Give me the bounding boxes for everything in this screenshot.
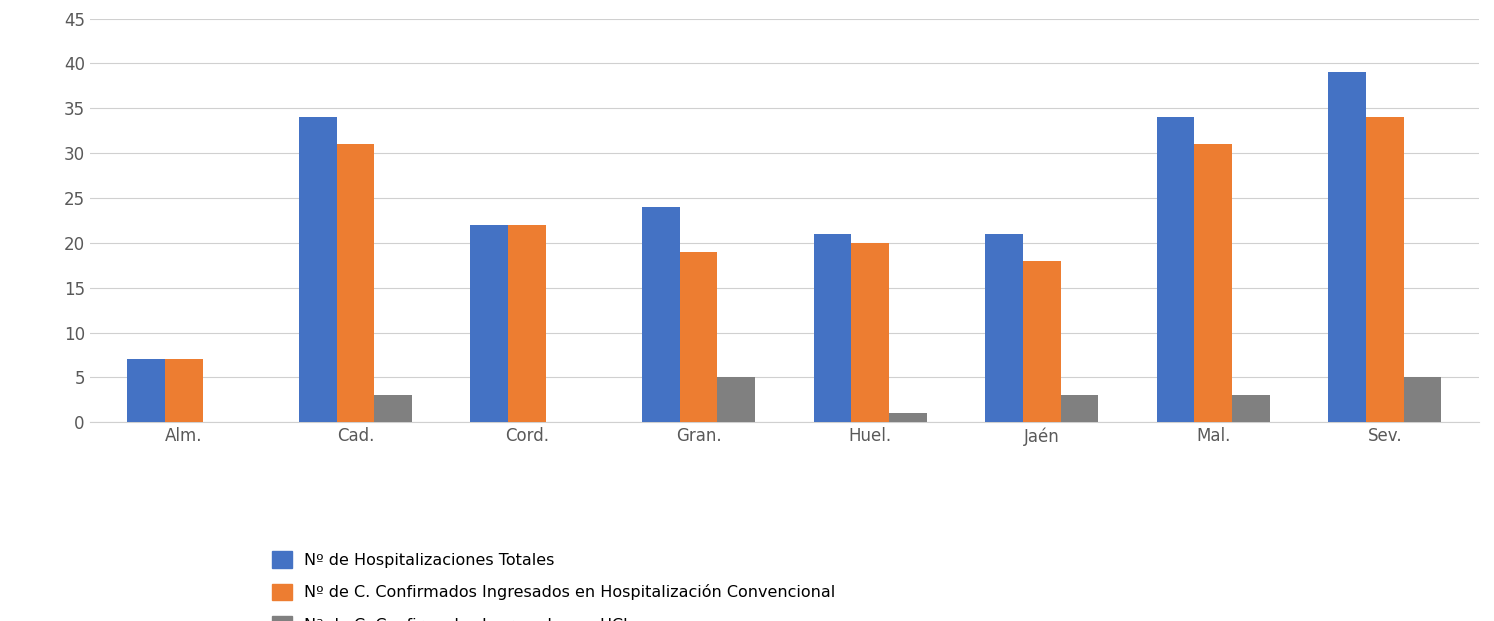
Bar (375, 396, 412, 422)
Bar (717, 378, 754, 422)
Bar (852, 243, 889, 422)
Bar (1328, 73, 1366, 422)
Bar (985, 234, 1023, 422)
Bar (1366, 117, 1403, 422)
Bar (1061, 396, 1098, 422)
Bar (642, 207, 680, 422)
Bar (1156, 117, 1194, 422)
Bar (680, 252, 717, 422)
Bar (166, 360, 203, 422)
Bar (336, 144, 375, 422)
Bar (889, 414, 926, 422)
Bar (299, 117, 336, 422)
Bar (1023, 261, 1061, 422)
Legend: Nº de Hospitalizaciones Totales, Nº de C. Confirmados Ingresados en Hospitalizac: Nº de Hospitalizaciones Totales, Nº de C… (264, 543, 844, 621)
Bar (127, 360, 166, 422)
Bar (508, 225, 545, 422)
Bar (1233, 396, 1270, 422)
Bar (1194, 144, 1233, 422)
Bar (471, 225, 508, 422)
Bar (814, 234, 852, 422)
Bar (1403, 378, 1442, 422)
